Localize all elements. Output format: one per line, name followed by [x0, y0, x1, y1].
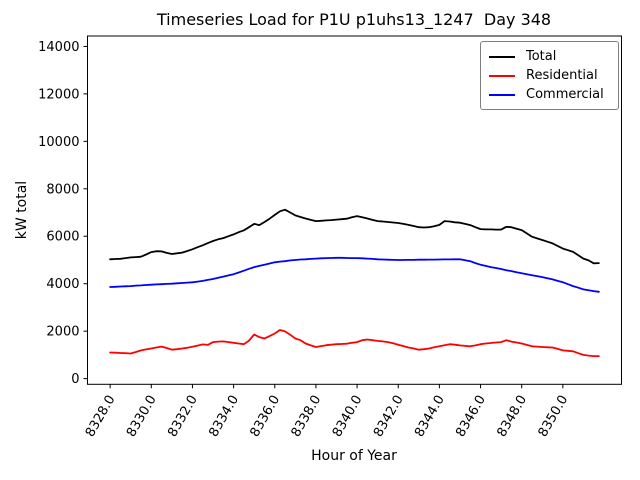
legend-item-residential: Residential	[489, 68, 610, 83]
legend-label: Commercial	[526, 87, 604, 102]
y-tick-label: 14000	[38, 40, 79, 55]
legend-label: Total	[526, 49, 557, 64]
x-tick-label: 8344.0	[412, 393, 448, 440]
y-tick-label: 8000	[46, 182, 79, 197]
chart-title: Timeseries Load for P1U p1uhs13_1247 Day…	[156, 10, 552, 29]
y-tick-label: 6000	[46, 230, 79, 245]
axes-spines	[87, 35, 622, 385]
x-tick-label: 8330.0	[124, 393, 160, 440]
series-line-commercial	[109, 256, 600, 293]
legend-item-total: Total	[489, 49, 610, 64]
legend: Total Residential Commercial	[480, 41, 619, 110]
x-axis-ticks: 8328.0 8330.0 8332.0 8334.0 8336.0 8338.0 8340…	[83, 384, 572, 440]
x-axis-label: Hour of Year	[311, 448, 397, 464]
y-tick-label: 12000	[38, 87, 79, 102]
series-line-total	[109, 208, 600, 265]
legend-line-swatch	[489, 93, 515, 96]
x-tick-label: 8348.0	[494, 393, 530, 440]
x-tick-label: 8332.0	[165, 393, 201, 440]
y-tick-label: 10000	[38, 135, 79, 150]
y-tick-label: 4000	[46, 277, 79, 292]
y-tick-label: 0	[71, 372, 79, 387]
x-tick-label: 8338.0	[289, 393, 325, 440]
legend-line-swatch	[489, 55, 515, 58]
x-tick-label: 8346.0	[453, 393, 489, 440]
series-line-residential	[109, 329, 600, 358]
x-tick-label: 8350.0	[536, 393, 572, 440]
y-axis-ticks: 0 2000 4000 6000 8000 10000 12000 14000	[38, 40, 88, 387]
legend-line-swatch	[489, 74, 515, 77]
x-tick-label: 8328.0	[83, 393, 119, 440]
x-tick-label: 8342.0	[371, 393, 407, 440]
legend-item-commercial: Commercial	[489, 87, 610, 102]
x-tick-label: 8340.0	[330, 393, 366, 440]
y-axis-label: kW total	[14, 180, 30, 240]
legend-label: Residential	[526, 68, 598, 83]
x-tick-label: 8334.0	[206, 393, 242, 440]
y-tick-label: 2000	[46, 325, 79, 340]
x-tick-label: 8336.0	[247, 393, 283, 440]
